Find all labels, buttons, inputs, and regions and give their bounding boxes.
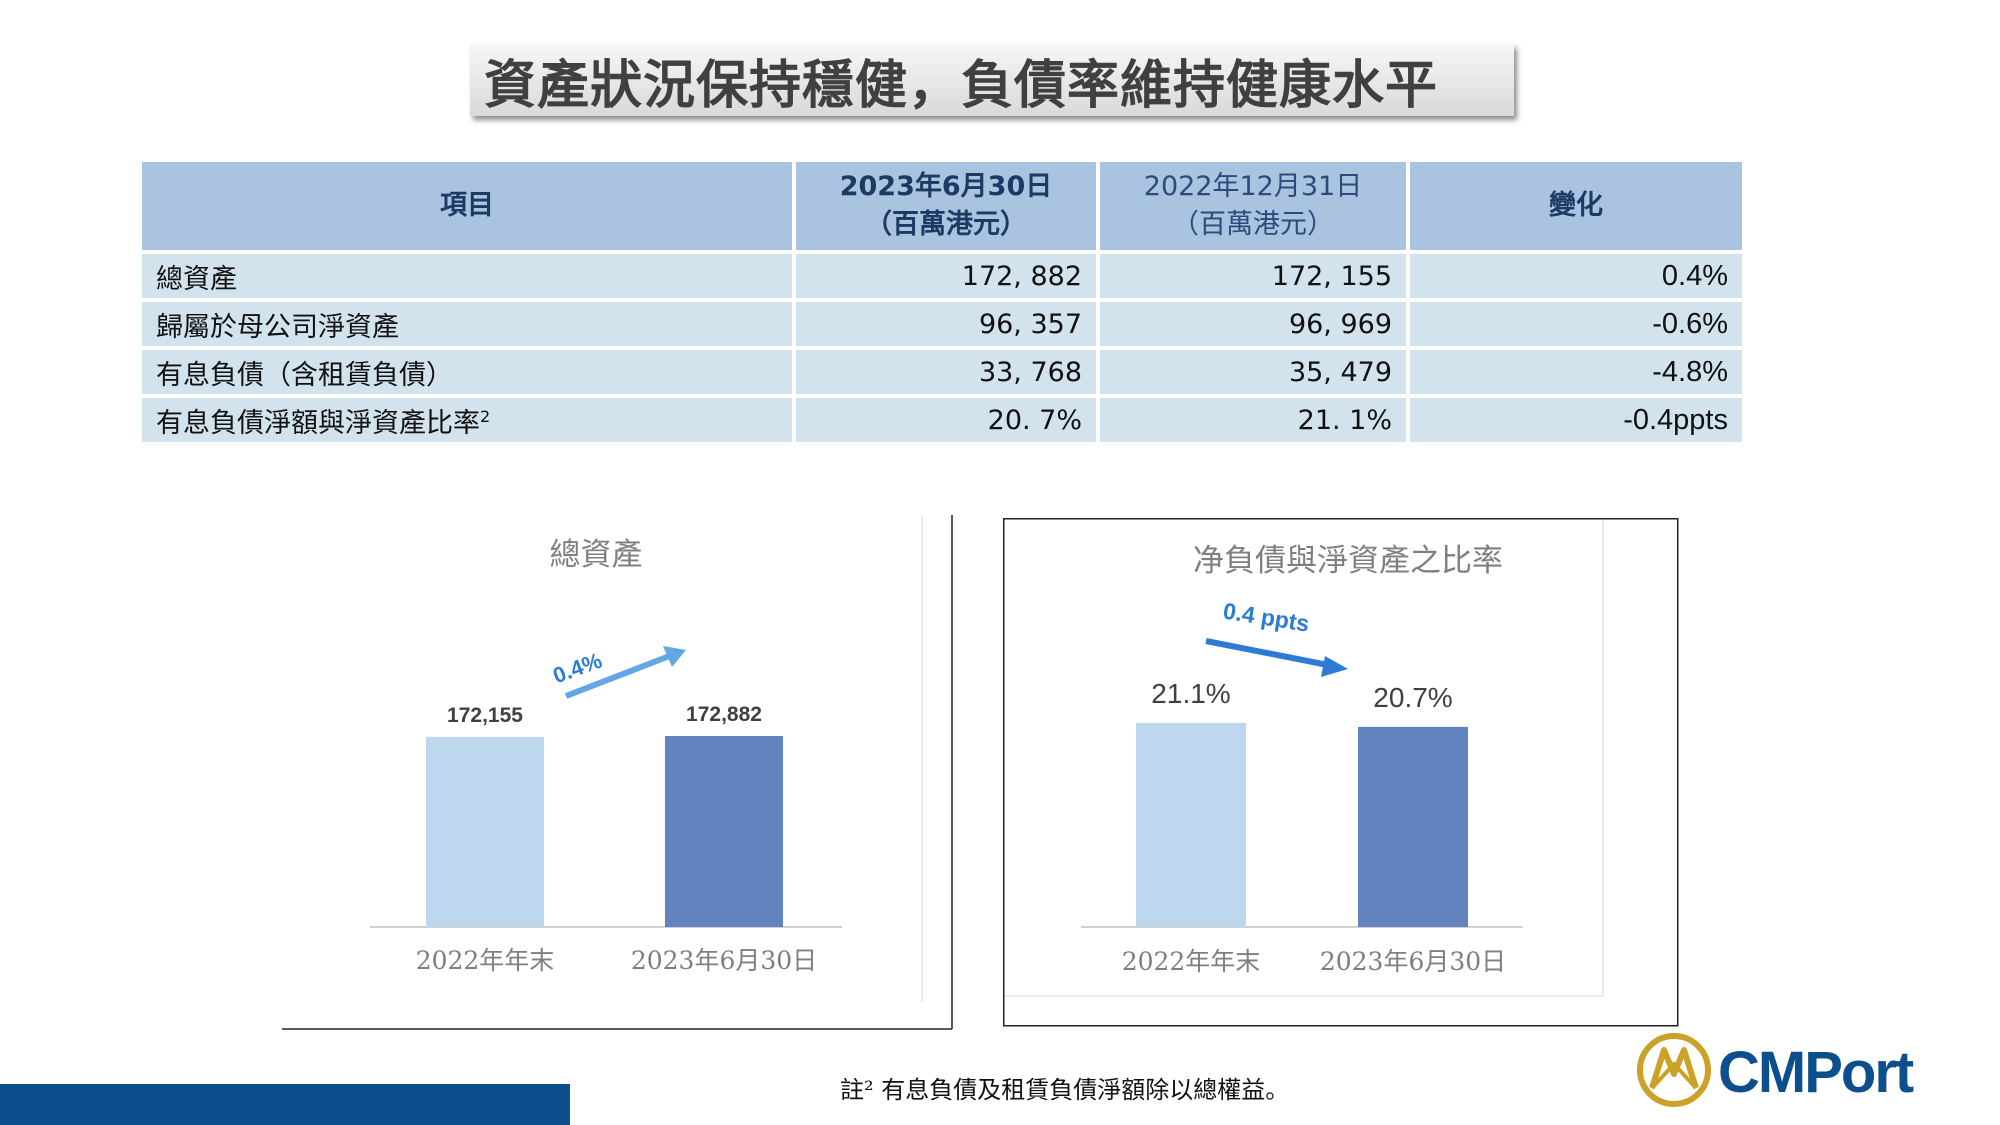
table-row: 總資產 172, 882 172, 155 0.4% bbox=[142, 254, 1742, 298]
footnote: 註² 有息負債及租賃負債淨額除以總權益。 bbox=[840, 1076, 1290, 1104]
chart-total-assets: 總資產 172,155 172,882 2022年年末 2023年6月30日 0… bbox=[282, 515, 953, 1030]
row-value-2023: 33, 768 bbox=[796, 350, 1096, 394]
chart2-title: 净負債與淨資產之比率 bbox=[1193, 543, 1503, 579]
table-row: 有息負債淨額與淨資產比率2 20. 7% 21. 1% -0.4ppts bbox=[142, 398, 1742, 442]
chart2-trend-arrow bbox=[1205, 638, 1334, 669]
row-change: -0.4ppts bbox=[1410, 398, 1742, 442]
header-2022: 2022年12月31日 （百萬港元） bbox=[1100, 162, 1406, 250]
chart1-arrow-head bbox=[663, 646, 686, 667]
cmport-logo: CMPort bbox=[1637, 1033, 1916, 1107]
chart1-bar bbox=[426, 736, 544, 927]
table-row: 歸屬於母公司淨資產 96, 357 96, 969 -0.6% bbox=[142, 302, 1742, 346]
row-change: -4.8% bbox=[1410, 350, 1742, 394]
table-header-row: 項目 2023年6月30日 （百萬港元） 2022年12月31日 （百萬港元） 變化 bbox=[142, 162, 1742, 250]
chart2-arrow-head bbox=[1321, 656, 1348, 677]
footnote-marker: 2 bbox=[480, 406, 491, 426]
chart2-category-label: 2023年6月30日 bbox=[1320, 947, 1506, 976]
chart2-annotation: 0.4 ppts bbox=[1221, 597, 1311, 636]
chart2-bar bbox=[1358, 726, 1468, 927]
chart-net-debt-ratio: 净負債與淨資產之比率 21.1% 20.7% 2022年年末 2023年6月30… bbox=[1003, 518, 1679, 1027]
row-value-2022: 172, 155 bbox=[1100, 254, 1406, 298]
table-row: 有息負債（含租賃負債） 33, 768 35, 479 -4.8% bbox=[142, 350, 1742, 394]
chart2-category-label: 2022年年末 bbox=[1122, 947, 1261, 976]
row-value-2022: 96, 969 bbox=[1100, 302, 1406, 346]
row-value-2022: 35, 479 bbox=[1100, 350, 1406, 394]
row-item: 有息負債（含租賃負債） bbox=[142, 350, 792, 394]
footer-accent-bar bbox=[0, 1084, 570, 1125]
page-title: 資產狀況保持穩健，負債率維持健康水平 bbox=[484, 55, 1439, 116]
chart1-bar bbox=[665, 736, 783, 927]
row-change: 0.4% bbox=[1410, 254, 1742, 298]
row-item: 歸屬於母公司淨資產 bbox=[142, 302, 792, 346]
row-change: -0.6% bbox=[1410, 302, 1742, 346]
row-value-2022: 21. 1% bbox=[1100, 398, 1406, 442]
chart1-category-label: 2023年6月30日 bbox=[631, 946, 817, 975]
chart2-bar bbox=[1136, 723, 1246, 927]
row-value-2023: 20. 7% bbox=[796, 398, 1096, 442]
row-item: 總資產 bbox=[142, 254, 792, 298]
chart1-title: 總資產 bbox=[550, 537, 643, 573]
chart1-trend-arrow bbox=[564, 652, 674, 699]
header-item: 項目 bbox=[142, 162, 792, 250]
chart1-category-label: 2022年年末 bbox=[416, 946, 555, 975]
row-value-2023: 172, 882 bbox=[796, 254, 1096, 298]
chart1-data-label: 172,882 bbox=[686, 703, 762, 726]
title-banner: 資產狀況保持穩健，負債率維持健康水平 bbox=[470, 44, 1514, 116]
chart1-data-label: 172,155 bbox=[447, 704, 523, 727]
chart2-data-label: 20.7% bbox=[1373, 682, 1452, 713]
header-change: 變化 bbox=[1410, 162, 1742, 250]
header-2023: 2023年6月30日 （百萬港元） bbox=[796, 162, 1096, 250]
row-item: 有息負債淨額與淨資產比率2 bbox=[142, 398, 792, 442]
row-value-2023: 96, 357 bbox=[796, 302, 1096, 346]
kpi-table: 項目 2023年6月30日 （百萬港元） 2022年12月31日 （百萬港元） 變化… bbox=[138, 158, 1746, 446]
chart2-data-label: 21.1% bbox=[1151, 678, 1230, 709]
logo-text: CMPort bbox=[1718, 1040, 1914, 1105]
